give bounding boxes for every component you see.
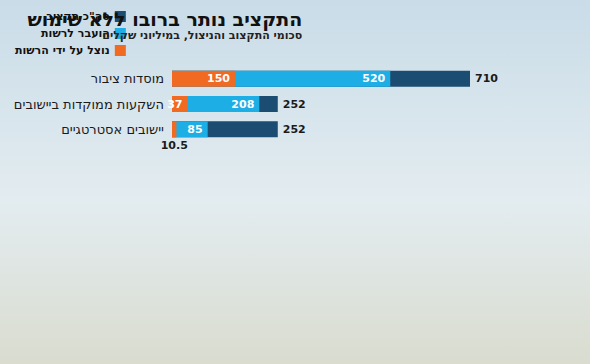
svg-text:מוסדות ציבור: מוסדות ציבור xyxy=(91,71,164,86)
svg-text:252: 252 xyxy=(283,98,306,111)
svg-text:10.5: 10.5 xyxy=(161,139,188,152)
svg-text:150: 150 xyxy=(207,72,230,85)
svg-text:85: 85 xyxy=(187,123,202,136)
svg-text:יישובים אסטרטגיים: יישובים אסטרטגיים xyxy=(61,122,164,137)
svg-text:התקציב נותר ברובו ללא שימוש: התקציב נותר ברובו ללא שימוש xyxy=(27,8,302,31)
svg-text:השקעות ממוקדות ביישובים: השקעות ממוקדות ביישובים xyxy=(14,97,164,112)
svg-text:הועבר לרשות: הועבר לרשות xyxy=(41,27,110,40)
svg-text:710: 710 xyxy=(475,72,498,85)
svg-text:סכומי התקצוב והניצול, במיליוני: סכומי התקצוב והניצול, במיליוני שקלים xyxy=(102,29,302,42)
svg-text:208: 208 xyxy=(231,98,254,111)
svg-text:520: 520 xyxy=(362,72,385,85)
svg-text:252: 252 xyxy=(283,123,306,136)
svg-text:נוצל על ידי הרשות: נוצל על ידי הרשות xyxy=(15,44,110,57)
svg-text:37: 37 xyxy=(167,98,182,111)
